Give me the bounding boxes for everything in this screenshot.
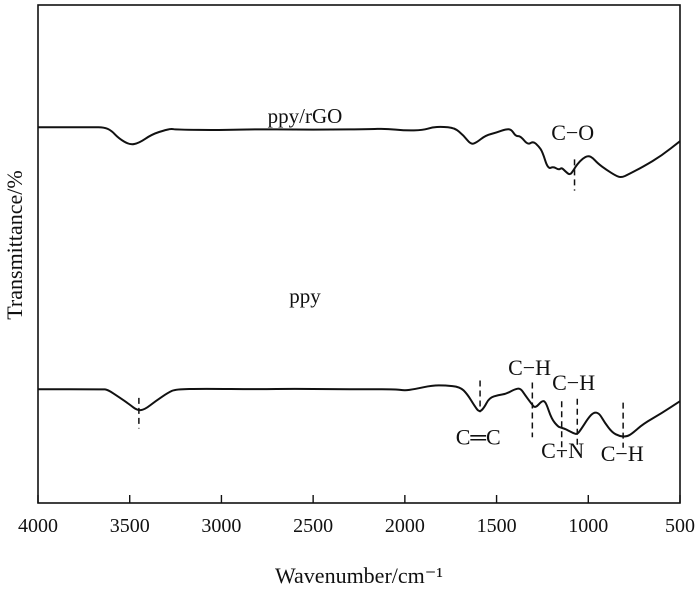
annotation-label: C−H — [601, 441, 644, 466]
annotation-label: C−N — [541, 438, 584, 463]
x-tick-label: 3500 — [110, 515, 150, 537]
y-axis-title: Transmittance/% — [2, 170, 27, 320]
series-line-ppy — [37, 384, 681, 438]
annotation-label: C−H — [508, 355, 551, 380]
series-label: ppy/rGO — [268, 104, 343, 128]
x-tick-label: 4000 — [18, 515, 58, 537]
annotations-group: C−OC═CC−HC−HC−N C−H — [138, 120, 644, 466]
x-tick-label: 2500 — [293, 515, 333, 537]
plot-frame — [37, 4, 681, 504]
annotation-label: C−H — [552, 370, 595, 395]
series-label: ppy — [289, 284, 321, 308]
x-tick-label: 500 — [665, 515, 695, 537]
series-line-ppy-rgo — [37, 125, 681, 179]
x-tick-label: 2000 — [385, 515, 425, 537]
x-axis-title: Wavenumber/cm⁻¹ — [275, 563, 443, 588]
x-tick-label: 3000 — [201, 515, 241, 537]
annotation-label: C−O — [551, 120, 594, 145]
series-group: ppy/rGO ppy — [37, 104, 681, 438]
annotation-label: C═C — [456, 424, 501, 449]
x-tick-label: 1000 — [568, 515, 608, 537]
x-tick-label: 1500 — [477, 515, 517, 537]
x-ticks: 4000 3500 3000 2500 2000 1500 1000 500 — [18, 495, 695, 537]
